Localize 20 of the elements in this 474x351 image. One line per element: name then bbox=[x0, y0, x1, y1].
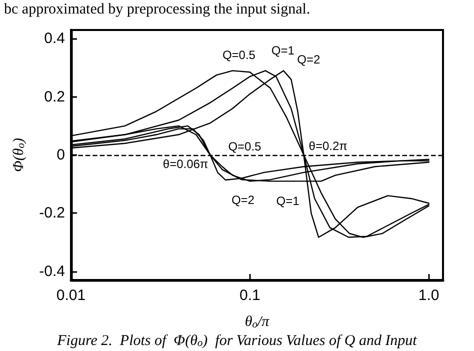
annotation: Q=0.5 bbox=[228, 140, 262, 154]
annotation: Q=1 bbox=[276, 194, 300, 208]
y-tick-label: 0.2 bbox=[44, 88, 65, 106]
x-tick-label: 1.0 bbox=[418, 287, 440, 304]
y-tick-label: -0.2 bbox=[39, 204, 65, 222]
annotation: Q=2 bbox=[297, 52, 320, 66]
y-tick-label: -0.4 bbox=[39, 262, 65, 280]
text: bc approximated by preprocessing the input signal. bbox=[4, 2, 310, 18]
y-tick-label: 0 bbox=[56, 146, 65, 164]
annotation: θ=0.2π bbox=[308, 139, 348, 153]
x-tick-label: 0.01 bbox=[56, 287, 86, 304]
x-axis-title: θo/π bbox=[244, 314, 270, 330]
annotation: Q=1 bbox=[271, 44, 295, 58]
annotation: θ=0.06π bbox=[162, 157, 208, 171]
annotation: Q=0.5 bbox=[222, 48, 256, 62]
caption: Figure 2. Plots of Φ(θo) for Various Values of Q and Input bbox=[56, 332, 418, 349]
x-tick-label: 0.1 bbox=[239, 287, 260, 304]
y-tick-label: 0.4 bbox=[44, 30, 65, 48]
annotation: Q=2 bbox=[231, 193, 255, 207]
y-axis-title: Φ(θo) bbox=[10, 138, 27, 172]
